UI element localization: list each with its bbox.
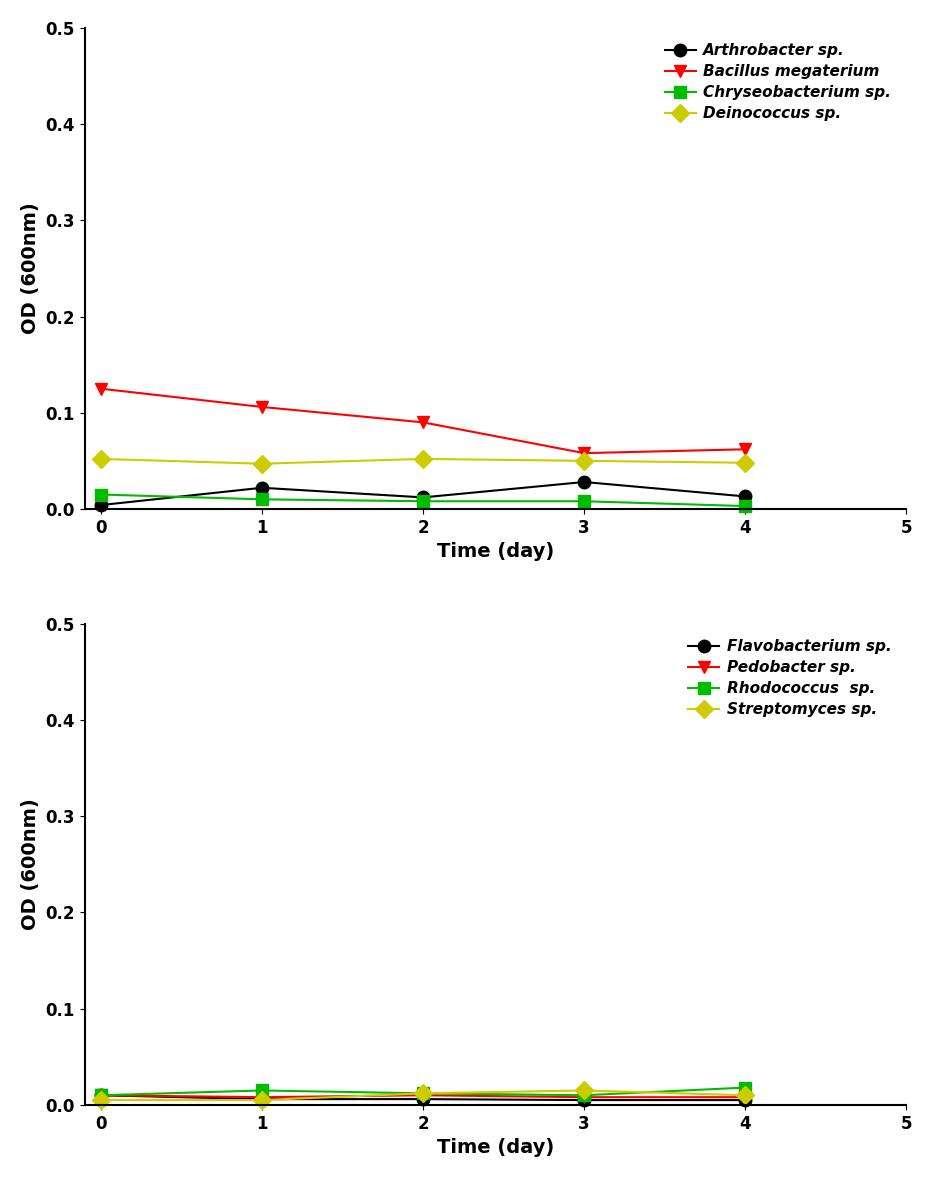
Legend: Arthrobacter sp., Bacillus megaterium, Chryseobacterium sp., Deinococcus sp.: Arthrobacter sp., Bacillus megaterium, C… (658, 35, 898, 130)
Y-axis label: OD (600nm): OD (600nm) (21, 203, 40, 335)
Legend: Flavobacterium sp., Pedobacter sp., Rhodococcus  sp., Streptomyces sp.: Flavobacterium sp., Pedobacter sp., Rhod… (681, 631, 898, 724)
X-axis label: Time (day): Time (day) (437, 542, 554, 561)
X-axis label: Time (day): Time (day) (437, 1138, 554, 1157)
Y-axis label: OD (600nm): OD (600nm) (21, 799, 40, 931)
